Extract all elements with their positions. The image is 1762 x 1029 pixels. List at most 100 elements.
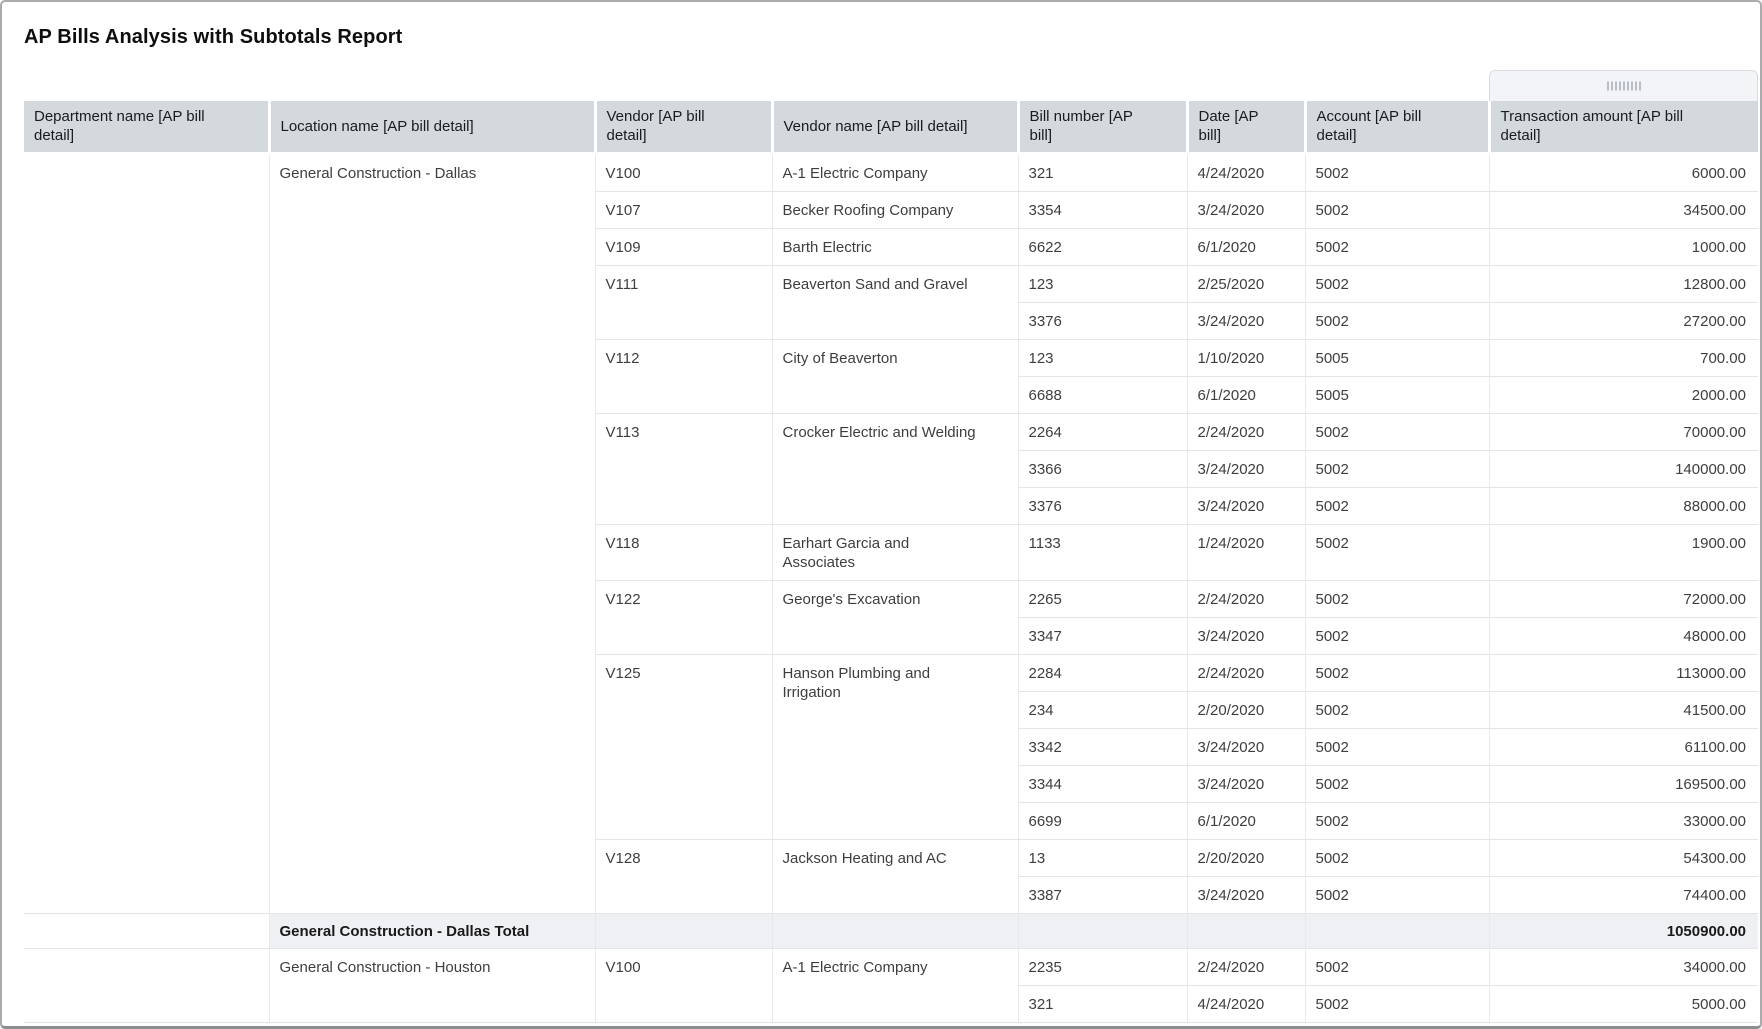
vendor-name-cell: A-1 Electric Company [772,948,1019,1023]
amount-cell: 33000.00 [1489,802,1758,840]
account-cell: 5002 [1305,487,1490,525]
account-cell: 5002 [1305,580,1490,618]
date-cell: 4/24/2020 [1187,985,1306,1023]
column-header-account[interactable]: Account [AP bill detail] [1303,101,1489,155]
bill-number-cell: 3342 [1018,728,1188,766]
vendor-code-cell: V122 [595,580,773,655]
table-row: V111 Beaverton Sand and Gravel 123 2/25/202… [24,265,1758,340]
bill-number-cell: 3376 [1018,487,1188,525]
column-header-amount[interactable]: Transaction amount [AP bill detail] [1487,101,1758,155]
account-cell: 5002 [1305,450,1490,488]
date-cell: 3/24/2020 [1187,617,1306,655]
bill-number-cell: 234 [1018,691,1188,729]
date-cell: 2/20/2020 [1187,691,1306,729]
column-header-vendor_name[interactable]: Vendor name [AP bill detail] [770,101,1018,155]
grip-dots-icon [1606,81,1641,91]
date-cell: 2/24/2020 [1187,580,1306,618]
table-row: V122 George's Excavation 2265 2/24/2020 5002… [24,580,1758,655]
account-cell: 5002 [1305,228,1490,266]
amount-cell: 12800.00 [1489,265,1758,303]
bill-number-cell: 3347 [1018,617,1188,655]
subtotal-department-cell [24,913,270,949]
amount-cell: 72000.00 [1489,580,1758,618]
table-row: 3366 3/24/2020 5002 140000.00 [24,450,1758,488]
subtotal-empty-cell [1187,913,1306,949]
subtotal-empty-cell [772,913,1019,949]
vendor-code-cell: V113 [595,413,773,525]
vendor-name-cell: Becker Roofing Company [772,191,1019,229]
bill-number-cell: 3354 [1018,191,1188,229]
account-cell: 5002 [1305,153,1490,192]
table-row: 321 4/24/2020 5002 5000.00 [24,985,1758,1023]
vendor-code-cell: V125 [595,654,773,840]
bill-number-cell: 13 [1018,839,1188,877]
location-cell: General Construction - Dallas [269,153,596,914]
vendor-name-cell: Beaverton Sand and Gravel [772,265,1019,340]
bill-number-cell: 6688 [1018,376,1188,414]
amount-cell: 54300.00 [1489,839,1758,877]
date-cell: 2/24/2020 [1187,413,1306,451]
date-cell: 1/10/2020 [1187,339,1306,377]
amount-cell: 48000.00 [1489,617,1758,655]
table-row: V112 City of Beaverton 123 1/10/2020 5005 700… [24,339,1758,414]
date-cell: 3/24/2020 [1187,450,1306,488]
account-cell: 5002 [1305,654,1490,692]
bill-number-cell: 3376 [1018,302,1188,340]
subtotal-label: General Construction - Dallas Total [269,913,596,949]
vendor-name-cell: Hanson Plumbing and Irrigation [772,654,1019,840]
bill-number-cell: 1133 [1018,524,1188,581]
column-header-bill_number[interactable]: Bill number [AP bill] [1016,101,1187,155]
amount-cell: 27200.00 [1489,302,1758,340]
vendor-name-cell: A-1 Electric Company [772,153,1019,192]
table-row: 6688 6/1/2020 5005 2000.00 [24,376,1758,414]
amount-cell: 74400.00 [1489,876,1758,914]
date-cell: 6/1/2020 [1187,802,1306,840]
table-row: General Construction - Dallas V100 A-1 Ele… [24,153,1758,914]
account-cell: 5002 [1305,617,1490,655]
table-body: General Construction - Dallas V100 A-1 Ele… [24,153,1758,1023]
account-cell: 5002 [1305,265,1490,303]
account-cell: 5002 [1305,524,1490,581]
column-header-vendor[interactable]: Vendor [AP bill detail] [593,101,772,155]
account-cell: 5005 [1305,376,1490,414]
table-row: 6699 6/1/2020 5002 33000.00 [24,802,1758,840]
date-cell: 2/24/2020 [1187,948,1306,986]
bill-number-cell: 321 [1018,153,1188,192]
date-cell: 3/24/2020 [1187,728,1306,766]
account-cell: 5002 [1305,413,1490,451]
amount-cell: 41500.00 [1489,691,1758,729]
column-header-location[interactable]: Location name [AP bill detail] [267,101,595,155]
column-header-department[interactable]: Department name [AP bill detail] [24,101,269,155]
amount-cell: 6000.00 [1489,153,1758,192]
bill-number-cell: 321 [1018,985,1188,1023]
table-row: V118 Earhart Garcia and Associates 1133 1/2… [24,524,1758,581]
report-table: Department name [AP bill detail] Location… [24,101,1758,1023]
account-cell: 5002 [1305,985,1490,1023]
table-row: 234 2/20/2020 5002 41500.00 [24,691,1758,729]
amount-cell: 113000.00 [1489,654,1758,692]
date-cell: 6/1/2020 [1187,376,1306,414]
column-header-date[interactable]: Date [AP bill] [1185,101,1305,155]
vendor-code-cell: V109 [595,228,773,266]
account-cell: 5002 [1305,802,1490,840]
vendor-code-cell: V100 [595,948,773,1023]
vendor-code-cell: V112 [595,339,773,414]
date-cell: 2/20/2020 [1187,839,1306,877]
vendor-name-cell: Crocker Electric and Welding [772,413,1019,525]
vendor-code-cell: V128 [595,839,773,914]
date-cell: 3/24/2020 [1187,876,1306,914]
vendor-code-cell: V118 [595,524,773,581]
table-row: 3344 3/24/2020 5002 169500.00 [24,765,1758,803]
column-drag-handle[interactable] [1489,70,1758,102]
table-row: V107 Becker Roofing Company 3354 3/24/2020 5… [24,191,1758,229]
amount-cell: 140000.00 [1489,450,1758,488]
amount-cell: 34000.00 [1489,948,1758,986]
page-title: AP Bills Analysis with Subtotals Report [24,26,403,48]
bill-number-cell: 2265 [1018,580,1188,618]
department-cell [24,153,270,914]
header-row: Department name [AP bill detail] Location… [24,101,1758,155]
account-cell: 5002 [1305,691,1490,729]
table-row: 3347 3/24/2020 5002 48000.00 [24,617,1758,655]
amount-cell: 88000.00 [1489,487,1758,525]
